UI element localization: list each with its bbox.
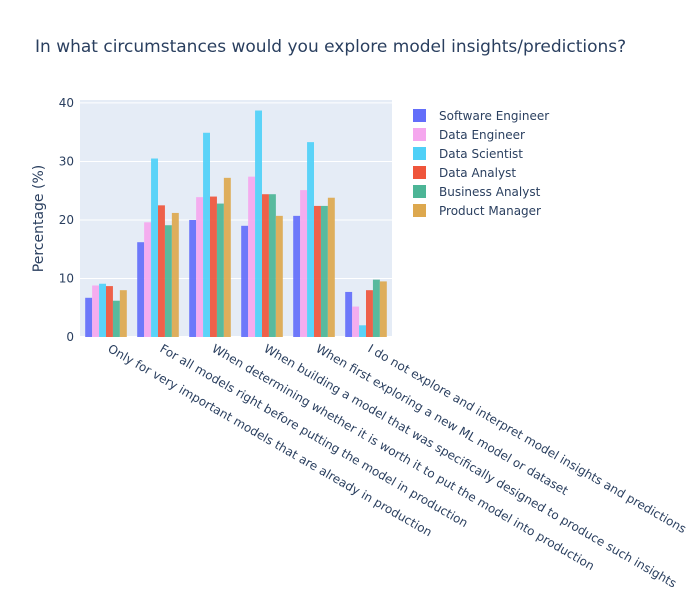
y-tick-label: 0 (66, 330, 74, 344)
bar[interactable] (300, 190, 308, 337)
plot-background (80, 100, 392, 337)
bar[interactable] (106, 286, 113, 337)
bar[interactable] (327, 197, 335, 337)
y-tick-label: 40 (59, 96, 74, 110)
bar[interactable] (275, 215, 283, 337)
bar[interactable] (352, 306, 360, 337)
y-tick-label: 10 (59, 271, 74, 285)
bars (85, 110, 387, 338)
bar[interactable] (248, 176, 256, 337)
legend-label: Product Manager (439, 204, 541, 218)
chart-title: In what circumstances would you explore … (35, 37, 626, 57)
y-tick-label: 20 (59, 213, 74, 227)
legend-label: Data Scientist (439, 147, 523, 161)
bar[interactable] (85, 297, 93, 337)
legend-label: Business Analyst (439, 185, 541, 199)
bar[interactable] (151, 158, 158, 337)
bar[interactable] (262, 194, 269, 337)
legend-label: Software Engineer (439, 109, 549, 123)
bar[interactable] (255, 110, 262, 338)
legend-swatch (413, 185, 426, 198)
bar[interactable] (158, 205, 165, 337)
legend-swatch (413, 147, 426, 160)
bar[interactable] (268, 194, 276, 337)
y-axis-title: Percentage (%) (31, 165, 47, 272)
bar[interactable] (359, 325, 366, 337)
grid-lines (80, 102, 392, 338)
bar[interactable] (196, 197, 204, 337)
y-axis-ticks: 0 10 20 30 40 (59, 96, 74, 344)
bar[interactable] (307, 142, 314, 337)
y-tick-label: 30 (59, 154, 74, 168)
legend-item[interactable]: Data Scientist (413, 147, 523, 161)
bar[interactable] (223, 177, 231, 337)
legend-item[interactable]: Business Analyst (413, 185, 541, 199)
legend-label: Data Engineer (439, 128, 525, 142)
bar[interactable] (241, 225, 249, 337)
bar[interactable] (171, 212, 179, 337)
bar[interactable] (99, 283, 106, 337)
bar[interactable] (210, 196, 217, 337)
x-tick-label: When determining whether it is worth it … (210, 341, 597, 573)
bar[interactable] (366, 290, 373, 337)
bar[interactable] (345, 291, 353, 337)
legend-swatch (413, 128, 426, 141)
bar[interactable] (137, 242, 145, 337)
x-axis-ticks: Only for very important models that are … (106, 341, 689, 590)
bar[interactable] (92, 285, 100, 337)
legend-item[interactable]: Data Analyst (413, 166, 516, 180)
legend-swatch (413, 204, 426, 217)
bar[interactable] (189, 219, 197, 337)
legend-item[interactable]: Software Engineer (413, 109, 549, 123)
legend-swatch (413, 166, 426, 179)
legend-item[interactable]: Data Engineer (413, 128, 525, 142)
bar[interactable] (379, 281, 387, 337)
bar[interactable] (216, 203, 224, 337)
bar[interactable] (119, 290, 127, 337)
legend-item[interactable]: Product Manager (413, 204, 541, 218)
bar[interactable] (203, 132, 210, 337)
bar[interactable] (293, 215, 301, 337)
legend-label: Data Analyst (439, 166, 516, 180)
bar[interactable] (112, 300, 120, 337)
bar[interactable] (164, 225, 172, 337)
bar[interactable] (314, 205, 321, 337)
legend[interactable]: Software Engineer Data Engineer Data Scien… (413, 109, 549, 218)
bar[interactable] (144, 222, 152, 337)
bar[interactable] (372, 279, 380, 337)
bar[interactable] (320, 205, 328, 337)
legend-swatch (413, 109, 426, 122)
